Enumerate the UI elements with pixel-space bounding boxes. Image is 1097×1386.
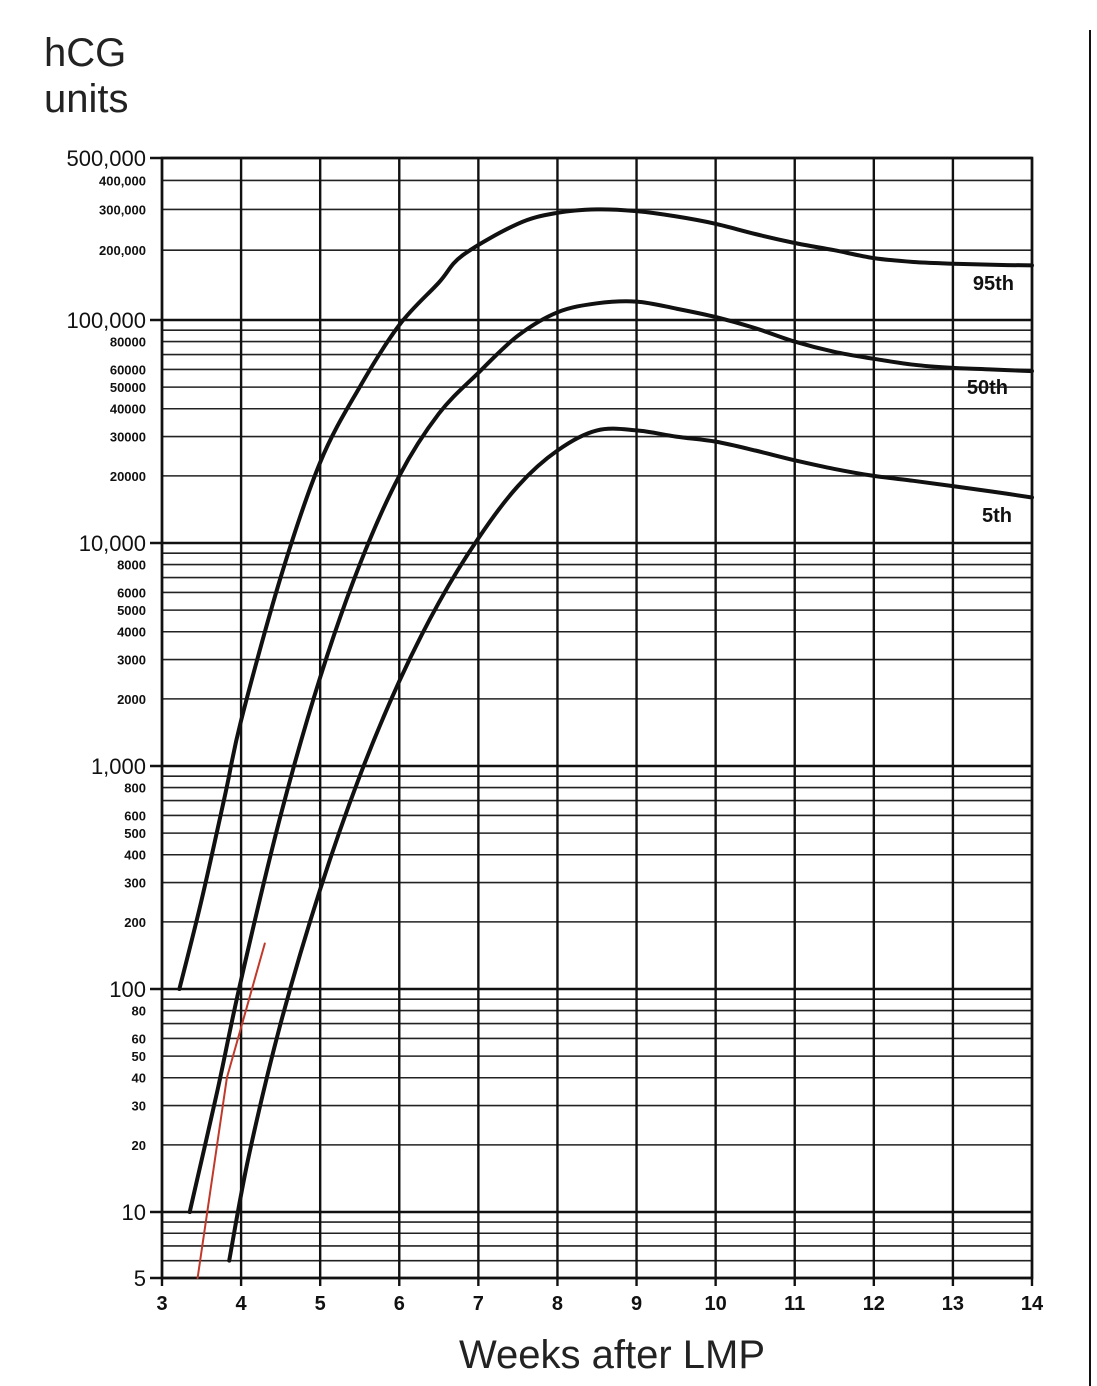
y-tick-label: 8000 bbox=[117, 558, 146, 573]
vertical-gridlines bbox=[160, 158, 1034, 1286]
y-tick-label: 50 bbox=[132, 1049, 146, 1064]
y-tick-labels: 500,000 100,000 10,000 1,000 100 10 5 400,000 30… bbox=[66, 146, 146, 1291]
x-tick-label: 9 bbox=[631, 1293, 642, 1315]
y-tick-label: 200 bbox=[124, 915, 146, 930]
y-tick-label: 60 bbox=[132, 1031, 146, 1046]
series-line-95th bbox=[177, 207, 1034, 991]
x-tick-label: 8 bbox=[552, 1293, 563, 1315]
y-tick-label: 80000 bbox=[110, 335, 146, 350]
x-tick-label: 7 bbox=[473, 1293, 484, 1315]
y-tick-label: 800 bbox=[124, 781, 146, 796]
y-tick-label: 100 bbox=[109, 977, 146, 1002]
x-tick-label: 12 bbox=[863, 1293, 885, 1315]
y-tick-label: 400 bbox=[124, 848, 146, 863]
x-tick-label: 13 bbox=[942, 1293, 964, 1315]
y-axis-label-line-1: hCG bbox=[44, 31, 126, 75]
y-tick-label: 600 bbox=[124, 808, 146, 823]
series-label-5th: 5th bbox=[982, 505, 1012, 527]
y-tick-label: 400,000 bbox=[99, 173, 146, 188]
y-tick-label: 5000 bbox=[117, 603, 146, 618]
y-tick-label: 1,000 bbox=[91, 754, 146, 779]
x-tick-label: 5 bbox=[315, 1293, 326, 1315]
y-tick-label: 80 bbox=[132, 1004, 146, 1019]
annotation-line bbox=[196, 942, 266, 1279]
y-tick-label: 10,000 bbox=[79, 531, 146, 556]
series-line-5th bbox=[227, 426, 1034, 1263]
y-tick-label: 20 bbox=[132, 1138, 146, 1153]
y-tick-label: 60000 bbox=[110, 362, 146, 377]
x-tick-label: 10 bbox=[705, 1293, 727, 1315]
y-tick-label: 30000 bbox=[110, 430, 146, 445]
y-tick-label: 300,000 bbox=[99, 202, 146, 217]
series-line-50th bbox=[187, 299, 1034, 1214]
x-tick-label: 11 bbox=[784, 1293, 805, 1315]
y-tick-label: 2000 bbox=[117, 692, 146, 707]
y-tick-label: 50000 bbox=[110, 380, 146, 395]
x-tick-label: 4 bbox=[236, 1293, 248, 1315]
x-tick-label: 3 bbox=[156, 1293, 167, 1315]
y-tick-label: 300 bbox=[124, 876, 146, 891]
y-tick-label: 5 bbox=[134, 1266, 146, 1291]
series-label-50th: 50th bbox=[967, 377, 1008, 399]
y-tick-label: 10 bbox=[122, 1200, 146, 1225]
y-tick-label: 30 bbox=[132, 1099, 146, 1114]
plot-frame bbox=[160, 156, 1034, 1280]
x-tick-labels: 3 4 5 6 7 8 9 10 11 12 13 14 bbox=[156, 1293, 1044, 1315]
annotations bbox=[196, 942, 266, 1279]
y-tick-label: 4000 bbox=[117, 625, 146, 640]
y-tick-label: 100,000 bbox=[66, 308, 146, 333]
percentile-curves bbox=[177, 207, 1034, 1263]
y-tick-label: 500,000 bbox=[66, 146, 146, 171]
series-labels: 95th 50th 5th bbox=[967, 273, 1014, 527]
horizontal-gridlines bbox=[150, 156, 1032, 1280]
y-tick-label: 500 bbox=[124, 826, 146, 841]
y-tick-label: 20000 bbox=[110, 469, 146, 484]
y-tick-label: 40000 bbox=[110, 402, 146, 417]
series-label-95th: 95th bbox=[973, 273, 1014, 295]
y-tick-label: 6000 bbox=[117, 585, 146, 600]
y-axis-label-line-2: units bbox=[44, 77, 129, 121]
x-tick-label: 6 bbox=[394, 1293, 405, 1315]
y-tick-label: 40 bbox=[132, 1071, 146, 1086]
x-tick-label: 14 bbox=[1021, 1293, 1044, 1315]
y-tick-label: 200,000 bbox=[99, 243, 146, 258]
y-tick-label: 3000 bbox=[117, 653, 146, 668]
x-axis-label: Weeks after LMP bbox=[459, 1333, 765, 1377]
